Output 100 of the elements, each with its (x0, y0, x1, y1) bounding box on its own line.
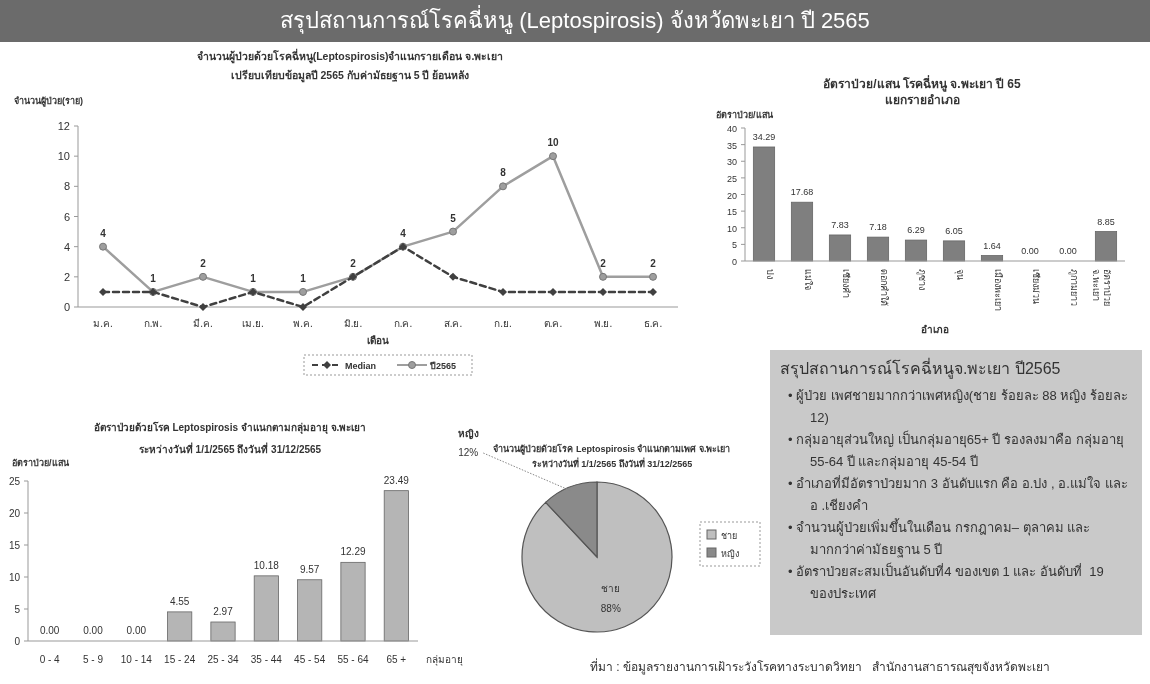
y-tick-label: 5 (14, 604, 21, 615)
x-axis-title: กลุ่มอายุ (426, 654, 463, 666)
y-tick-label: 5 (731, 240, 737, 251)
data-label: 2 (650, 257, 657, 269)
slice-label: หญิง (458, 428, 480, 440)
data-label: 0.00 (126, 625, 147, 636)
data-label: 10 (547, 137, 559, 149)
x-tick-label: ปง (765, 269, 775, 279)
data-label: 2.97 (213, 605, 234, 617)
x-axis-title: เดือน (367, 335, 389, 346)
data-label: 17.68 (790, 187, 814, 198)
y-tick-label: 2 (63, 270, 70, 283)
legend-label: หญิง (721, 549, 739, 559)
x-tick-label: มิ.ย. (343, 318, 363, 329)
y-tick-label: 25 (8, 476, 21, 487)
y-axis-title: อัตราป่วย/แสน (12, 458, 70, 468)
data-label: 8 (500, 167, 507, 179)
text: จำนวนผู้ป่วยด้วยโรค Leptospirosis จำแนกตามเพศ จ.พะเยา (493, 443, 731, 455)
y-tick-label: 15 (726, 207, 737, 218)
x-tick-label: ภูกามยาว (1068, 269, 1079, 306)
chart-title: อัตราป่วยด้วยโรค Leptospirosis จำแนกตามกลุ่มอายุ จ.พะเยา (93, 421, 367, 434)
data-label: 0.00 (1021, 246, 1039, 256)
data-label: 5 (450, 212, 457, 224)
x-tick-label: พ.ย. (593, 318, 613, 329)
x-tick-label: 65 + (386, 654, 407, 665)
y-tick-label: 25 (726, 173, 737, 184)
x-tick-label: 35 - 44 (250, 654, 283, 665)
x-tick-label: ก.ค. (393, 318, 413, 329)
x-tick-label: แม่ใจ (803, 269, 813, 290)
x-tick-label: 0 - 4 (39, 654, 61, 665)
x-tick-label: ม.ค. (93, 318, 113, 329)
x-tick-label: 55 - 64 (337, 654, 369, 665)
y-tick-label: 4 (63, 240, 70, 253)
x-tick-label: จุน (954, 269, 965, 280)
x-tick-label: อัตราป่วย จ.พะเยา (1091, 269, 1112, 306)
text: สรุปสถานการณ์โรคฉี่หนูจ.พะเยา ปี2565 (780, 357, 1062, 381)
x-tick-label: เมืองพะเยา (993, 269, 1003, 311)
data-label: 88% (600, 602, 621, 614)
y-tick-label: 10 (8, 572, 21, 583)
data-label: 10.18 (253, 559, 280, 571)
data-label: 1.64 (983, 240, 1001, 251)
x-tick-label: เม.ย. (242, 318, 264, 329)
x-tick-label: 5 - 9 (82, 654, 104, 665)
text: • อำเภอที่มีอัตราป่วยมาก 3 อันดับแรก คือ อ.ปง , อ.แม่ใจ และ อ .เชียงคำ (788, 474, 1129, 515)
data-label: 34.29 (752, 131, 776, 142)
chart-subtitle: เปรียบเทียบข้อมูลปี 2565 กับค่ามัธยฐาน 5 ปี ย้อนหลัง (230, 69, 470, 83)
data-label: 7.18 (869, 222, 887, 233)
y-axis-title: จำนวนผู้ป่วย(ราย) (14, 96, 83, 107)
x-axis-title: อำเภอ (921, 324, 949, 335)
text: • กลุ่มอายุส่วนใหญ่ เป็นกลุ่มอายุ65+ ปี รองลงมาคือ กลุ่มอายุ 55-64 ปี และกลุ่มอายุ 45-54 ปี (788, 429, 1125, 472)
data-label: 0.00 (39, 625, 60, 636)
y-tick-label: 10 (726, 223, 737, 234)
data-label: 4 (400, 227, 407, 239)
y-tick-label: 35 (726, 140, 737, 151)
legend-label: ชาย (721, 531, 737, 541)
data-label: 7.83 (831, 219, 849, 230)
y-tick-label: 8 (63, 180, 70, 193)
y-tick-label: 0 (14, 636, 21, 647)
text: ที่มา : ข้อมูลรายงานการเฝ้าระวังโรคทางระบาดวิทยา สำนักงานสาธารณสุขจังหวัดพะเยา (590, 657, 1051, 676)
data-label: 12% (458, 447, 479, 458)
data-label: 0.00 (1059, 246, 1077, 256)
y-tick-label: 10 (57, 150, 70, 163)
x-tick-label: พ.ค. (293, 318, 313, 329)
x-tick-label: 45 - 54 (294, 654, 326, 665)
x-tick-label: ต.ค. (543, 318, 563, 329)
x-tick-label: ดอกคำใต้ (879, 269, 889, 306)
data-label: 2 (350, 257, 357, 269)
data-label: 6.29 (907, 225, 925, 236)
data-label: 12.29 (340, 546, 366, 558)
data-label: 1 (150, 272, 157, 284)
data-label: 2 (200, 257, 207, 269)
x-tick-label: 10 - 14 (120, 654, 153, 665)
chart-subtitle: แยกรายอำเภอ (884, 93, 960, 107)
x-tick-label: มี.ค. (193, 318, 213, 329)
x-tick-label: ภูซาง (916, 269, 927, 290)
y-tick-label: 30 (726, 157, 737, 168)
slice-label: ชาย (601, 582, 621, 594)
x-tick-label: 15 - 24 (164, 654, 196, 665)
chart-title: จำนวนผู้ป่วยด้วยโรคฉี่หนู(Leptospirosis)จำแนกรายเดือน จ.พะเยา (196, 48, 504, 64)
y-axis-title: อัตราป่วย/แสน (716, 110, 774, 120)
data-label: 6.05 (945, 225, 963, 236)
x-tick-label: 25 - 34 (207, 654, 239, 665)
legend-label: Median (345, 361, 377, 371)
data-label: 2 (600, 257, 607, 269)
y-tick-label: 40 (726, 124, 737, 134)
x-tick-label: ก.ย. (494, 318, 512, 329)
data-label: 4.55 (169, 595, 190, 607)
text: ระหว่างวันที่ 1/1/2565 ถึงวันที่ 31/12/2565 (531, 457, 693, 469)
data-label: 8.85 (1097, 216, 1115, 227)
data-label: 1 (250, 272, 257, 284)
data-label: 23.49 (383, 474, 410, 486)
y-tick-label: 12 (57, 120, 70, 132)
text: • จำนวนผู้ป่วยเพิ่มขึ้นในเดือน กรกฎาคม– ตุลาคม และ มากกว่าค่ามัธยฐาน 5 ปี (788, 517, 1092, 560)
y-tick-label: 0 (63, 301, 70, 313)
legend-label: ปี2565 (429, 361, 457, 371)
data-label: 9.57 (299, 563, 320, 575)
text: สรุปสถานการณ์โรคฉี่หนู (Leptospirosis) จังหวัดพะเยา ปี 2565 (0, 0, 1150, 42)
x-tick-label: เชียงคำ (841, 269, 851, 298)
data-label: 0.00 (83, 625, 104, 636)
chart-title: อัตราป่วย/แสน โรคฉี่หนู จ.พะเยา ปี 65 (823, 75, 1021, 92)
